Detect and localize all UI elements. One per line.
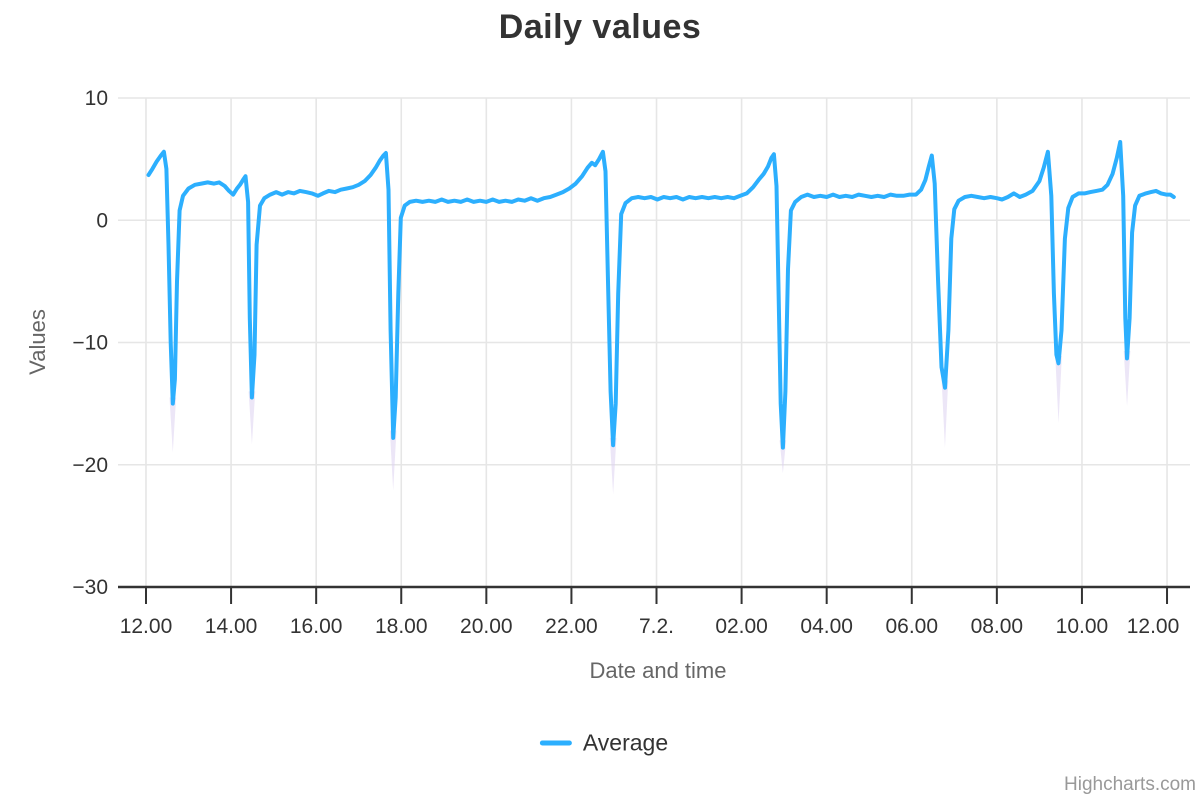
x-axis-label: 14.00 xyxy=(205,615,258,638)
y-axis-label: −10 xyxy=(72,332,108,355)
x-axis-title: Date and time xyxy=(589,658,727,683)
spike-fade-tail xyxy=(389,430,397,491)
x-axis-label: 02.00 xyxy=(715,615,768,638)
spike-fade-tail xyxy=(1123,351,1131,407)
y-axis-label: −20 xyxy=(72,454,108,477)
x-axis-label: 06.00 xyxy=(885,615,938,638)
legend-item-average[interactable]: Average xyxy=(539,729,669,757)
series-line-average[interactable] xyxy=(146,140,1176,450)
x-axis-label: 16.00 xyxy=(290,615,343,638)
x-axis-label: 10.00 xyxy=(1056,615,1109,638)
highcharts-credit-link[interactable]: Highcharts.com xyxy=(1064,774,1196,795)
chart-title: Daily values xyxy=(498,8,702,46)
x-axis-label: 12.00 xyxy=(120,615,173,638)
y-axis-title: Values xyxy=(25,309,50,375)
spike-fade-tail xyxy=(609,437,617,495)
y-axis-label: 0 xyxy=(96,209,108,232)
x-axis-label: 7.2. xyxy=(639,615,674,638)
spike-fade-tail xyxy=(248,391,256,444)
x-axis-label: 22.00 xyxy=(545,615,598,638)
spike-fade-tail xyxy=(941,380,949,448)
y-axis-label: 10 xyxy=(85,87,108,110)
x-axis-label: 12.00 xyxy=(1127,615,1180,638)
x-axis-label: 08.00 xyxy=(971,615,1024,638)
x-axis-label: 18.00 xyxy=(375,615,428,638)
spike-fade-tail xyxy=(169,397,177,453)
y-axis-label: −30 xyxy=(72,576,108,599)
x-axis-label: 20.00 xyxy=(460,615,513,638)
legend-line-sample-icon xyxy=(539,740,572,746)
legend-label: Average xyxy=(582,729,669,756)
x-axis-label: 04.00 xyxy=(800,615,853,638)
spike-fade-tail xyxy=(1055,355,1062,424)
